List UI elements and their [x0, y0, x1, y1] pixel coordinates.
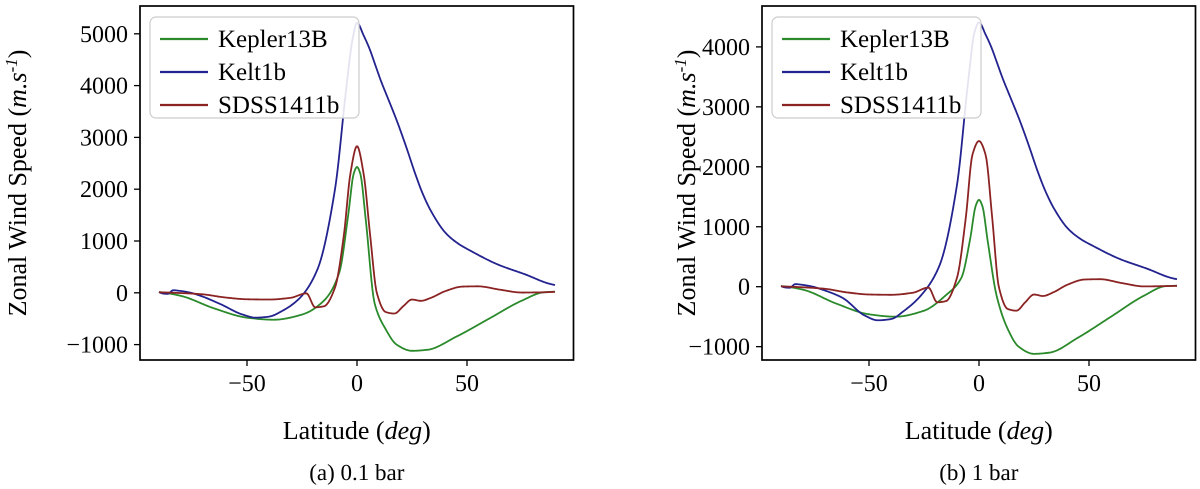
svg-text:3000: 3000 [702, 95, 750, 121]
svg-text:−50: −50 [850, 371, 888, 397]
svg-text:50: 50 [1077, 371, 1101, 397]
svg-text:(a) 0.1 bar: (a) 0.1 bar [309, 460, 404, 485]
svg-text:−50: −50 [228, 371, 266, 397]
svg-text:Kelt1b: Kelt1b [840, 59, 908, 86]
svg-text:SDSS1411b: SDSS1411b [840, 92, 961, 119]
svg-text:Zonal Wind Speed (m.s-1): Zonal Wind Speed (m.s-1) [2, 50, 33, 317]
svg-text:0: 0 [973, 371, 985, 397]
svg-text:0: 0 [738, 275, 750, 301]
svg-text:1000: 1000 [702, 215, 750, 241]
svg-text:−1000: −1000 [688, 335, 750, 361]
svg-text:4000: 4000 [702, 35, 750, 61]
svg-text:0: 0 [351, 371, 363, 397]
svg-text:2000: 2000 [80, 177, 128, 203]
svg-text:SDSS1411b: SDSS1411b [218, 92, 339, 119]
svg-text:Kelt1b: Kelt1b [218, 59, 286, 86]
svg-text:Kepler13B: Kepler13B [218, 26, 328, 53]
svg-text:2000: 2000 [702, 155, 750, 181]
svg-text:(b) 1 bar: (b) 1 bar [939, 460, 1019, 485]
svg-text:1000: 1000 [80, 229, 128, 255]
svg-text:5000: 5000 [80, 22, 128, 48]
svg-text:Kepler13B: Kepler13B [840, 26, 950, 53]
svg-text:50: 50 [455, 371, 479, 397]
svg-text:Latitude (deg): Latitude (deg) [283, 416, 431, 445]
svg-text:0: 0 [116, 281, 128, 307]
svg-text:−1000: −1000 [66, 333, 128, 359]
svg-text:4000: 4000 [80, 74, 128, 100]
svg-text:Zonal Wind Speed (m.s-1): Zonal Wind Speed (m.s-1) [671, 50, 702, 317]
svg-text:3000: 3000 [80, 125, 128, 151]
svg-text:Latitude (deg): Latitude (deg) [905, 416, 1053, 445]
